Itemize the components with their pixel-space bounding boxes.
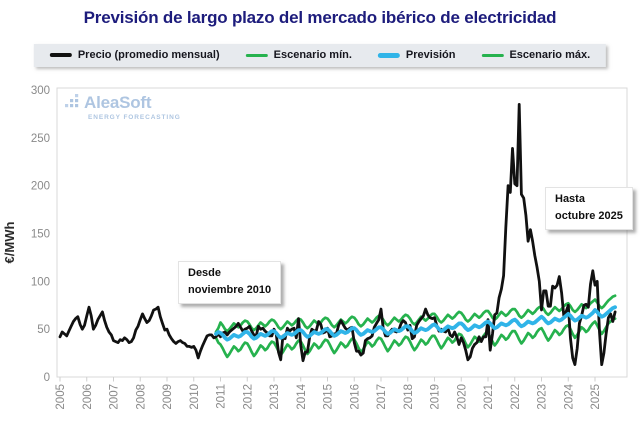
y-tick-label: 150 [31,229,50,241]
y-tick-label: 100 [31,276,50,288]
annotation-hasta-line2: octubre 2025 [555,210,623,223]
x-tick-label: 2018 [403,384,415,410]
legend-item-label: Precio (promedio mensual) [77,49,220,61]
x-tick-label: 2014 [296,383,308,409]
legend-swatch-icon [481,53,504,57]
x-tick-label: 2024 [563,383,575,409]
legend-swatch-icon [245,53,268,57]
series-line-escenario-m-x [214,294,617,334]
x-tick-label: 2013 [269,384,281,410]
x-tick-label: 2017 [376,384,388,410]
annotation-desde-line2: noviembre 2010 [188,284,272,297]
legend-item-label: Previsión [405,49,456,61]
legend-item-2: Previsión [377,49,456,61]
y-tick-label: 250 [31,133,50,145]
x-tick-label: 2010 [189,384,201,410]
x-tick-label: 2020 [456,384,468,410]
watermark-brand-text: AleaSoft [84,93,152,112]
legend-item-label: Escenario mín. [273,49,352,61]
x-tick-label: 2019 [430,384,442,410]
x-tick-label: 2025 [590,384,602,410]
legend-item-3: Escenario máx. [481,49,590,61]
x-tick-label: 2006 [82,384,94,410]
x-tick-label: 2021 [483,384,495,410]
y-axis-label: €/MWh [2,222,17,264]
plot-border [56,87,628,378]
series-line-previsi-n [214,305,617,342]
aleasoft-logo-icon [64,94,81,115]
x-tick-label: 2012 [242,384,254,410]
legend-swatch-icon [49,53,72,57]
x-tick-label: 2023 [537,384,549,410]
annotation-desde: Desde noviembre 2010 [178,261,282,305]
x-tick-label: 2009 [162,384,174,410]
x-tick-label: 2015 [323,384,335,410]
x-tick-label: 2007 [109,384,121,410]
x-tick-label: 2005 [55,384,67,410]
y-tick-label: 0 [44,372,50,384]
x-tick-label: 2022 [510,384,522,410]
watermark-subtitle: ENERGY FORECASTING [88,114,181,121]
aleasoft-watermark: AleaSoft ENERGY FORECASTING [64,94,181,121]
legend-swatch-icon [377,52,400,58]
series-line-precio-promedio-mensual [58,103,617,367]
x-tick-label: 2011 [216,384,228,409]
x-tick-label: 2016 [349,384,361,410]
legend: Precio (promedio mensual) Escenario mín. P… [33,44,607,67]
chart-title: Previsión de largo plazo del mercado ibé… [83,8,557,27]
y-tick-label: 300 [31,85,50,97]
legend-item-0: Precio (promedio mensual) [49,49,220,61]
annotation-hasta: Hasta octubre 2025 [545,187,633,231]
y-tick-label: 50 [37,324,50,336]
legend-item-label: Escenario máx. [509,49,591,61]
x-tick-label: 2008 [135,384,147,410]
legend-item-1: Escenario mín. [245,49,352,61]
y-tick-label: 200 [31,181,50,193]
annotation-desde-line1: Desde [188,267,222,279]
annotation-hasta-line1: Hasta [555,193,585,205]
